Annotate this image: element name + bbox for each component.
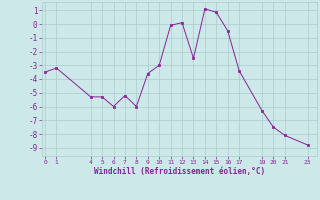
X-axis label: Windchill (Refroidissement éolien,°C): Windchill (Refroidissement éolien,°C) [94,167,265,176]
